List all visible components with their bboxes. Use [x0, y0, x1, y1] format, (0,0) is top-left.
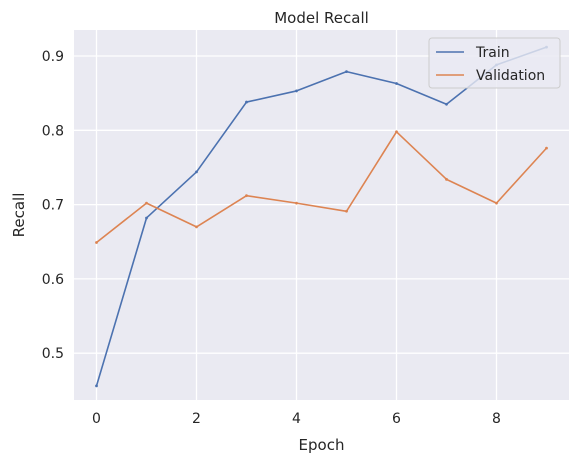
y-tick-label: 0.5: [42, 346, 64, 362]
y-tick-label: 0.6: [42, 272, 64, 288]
data-point-train: [195, 170, 198, 174]
data-point-validation: [395, 130, 398, 134]
data-point-validation: [245, 194, 248, 198]
series-line-validation: [96, 130, 548, 244]
y-tick-label: 0.9: [42, 49, 64, 65]
data-point-train: [145, 216, 148, 220]
data-point-validation: [545, 146, 548, 150]
plot-area: [74, 30, 569, 400]
data-point-validation: [445, 177, 448, 181]
x-tick-label: 6: [392, 411, 401, 427]
x-tick-labels: 0 2 4 6 8: [92, 411, 501, 427]
legend-label: Validation: [476, 68, 545, 84]
data-point-validation: [195, 225, 198, 229]
legend-label: Train: [475, 45, 510, 61]
data-point-train: [95, 384, 98, 388]
y-tick-label: 0.8: [42, 123, 64, 139]
data-point-validation: [345, 209, 348, 213]
data-point-validation: [295, 201, 298, 205]
legend: Train Validation: [428, 37, 561, 89]
data-point-train: [245, 100, 248, 104]
x-tick-label: 0: [92, 411, 101, 427]
x-tick-label: 4: [292, 411, 301, 427]
data-point-validation: [495, 201, 498, 205]
y-tick-labels: 0.5 0.6 0.7 0.8 0.9: [42, 49, 64, 362]
chart-title: Model Recall: [274, 9, 369, 27]
x-tick-label: 8: [492, 411, 501, 427]
x-axis-label: Epoch: [299, 436, 345, 454]
y-tick-label: 0.7: [42, 198, 64, 214]
x-tick-label: 2: [192, 411, 201, 427]
data-point-train: [295, 89, 298, 93]
data-point-validation: [95, 241, 98, 244]
y-axis-label: Recall: [10, 193, 28, 238]
data-point-train: [345, 70, 348, 74]
data-point-train: [445, 102, 448, 106]
data-point-train: [395, 82, 398, 85]
data-point-validation: [145, 201, 148, 205]
